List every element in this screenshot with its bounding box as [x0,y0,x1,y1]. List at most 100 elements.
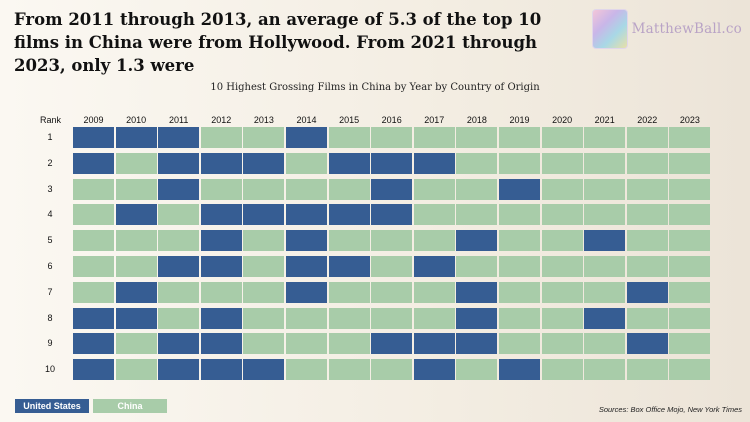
cell-2012-rank-9 [200,333,242,355]
cell-2022-rank-2 [626,152,668,174]
cell-2022-rank-1 [626,127,668,148]
cell-2013-rank-8 [243,307,285,329]
cell-2018-rank-8 [456,307,498,329]
cell-2023-rank-1 [669,127,711,148]
cell-2023-rank-3 [669,178,711,200]
cell-2010-rank-3 [115,178,157,200]
cell-2015-rank-8 [328,307,370,329]
cell-2017-rank-4 [413,204,455,226]
year-label-2009: 2009 [83,115,104,125]
rank-label-5: 5 [47,235,53,246]
cell-2022-rank-9 [626,333,668,355]
cell-2011-rank-1 [158,127,200,148]
cell-2022-rank-6 [626,256,668,277]
cell-2018-rank-9 [456,333,498,355]
cell-2020-rank-2 [541,152,583,174]
rank-label-3: 3 [47,183,53,194]
cell-2013-rank-1 [243,127,285,148]
rank-label-2: 2 [47,157,53,168]
cell-2015-rank-10 [328,359,370,381]
cell-2021-rank-9 [584,333,626,355]
cell-2018-rank-1 [456,127,498,148]
legend-united-states: United States [15,399,89,413]
cell-2015-rank-5 [328,230,370,252]
rank-header: Rank [40,115,62,125]
logo-mark-icon [592,9,628,49]
cell-2014-rank-7 [286,281,327,303]
cell-2011-rank-2 [158,152,200,174]
rank-label-9: 9 [47,338,53,349]
year-label-2018: 2018 [466,115,487,125]
cell-2015-rank-3 [328,178,370,200]
cell-2017-rank-2 [413,152,455,174]
rank-label-1: 1 [47,132,53,142]
year-label-2012: 2012 [211,115,232,125]
cell-2021-rank-3 [584,178,626,200]
year-label-2019: 2019 [509,115,530,125]
cell-2015-rank-1 [328,127,370,148]
cell-2021-rank-10 [584,359,626,381]
cell-2016-rank-3 [371,178,413,200]
cell-2022-rank-3 [626,178,668,200]
cell-2014-rank-2 [286,152,327,174]
cell-2017-rank-3 [413,178,455,200]
cell-2023-rank-2 [669,152,711,174]
cell-2013-rank-9 [243,333,285,355]
cell-2011-rank-3 [158,178,200,200]
site-logo[interactable]: MatthewBall.co [592,9,742,49]
year-label-2021: 2021 [594,115,615,125]
cell-2012-rank-8 [200,307,242,329]
rank-label-6: 6 [47,261,53,271]
cell-2013-rank-10 [243,359,285,381]
cell-2016-rank-4 [371,204,413,226]
cell-2009-rank-4 [73,204,114,226]
cell-2010-rank-9 [115,333,157,355]
cell-2011-rank-10 [158,359,200,381]
cell-2011-rank-5 [158,230,200,252]
cell-2011-rank-7 [158,281,200,303]
cell-2022-rank-10 [626,359,668,381]
cell-2010-rank-1 [115,127,157,148]
cell-2021-rank-7 [584,281,626,303]
cell-2018-rank-2 [456,152,498,174]
cell-2014-rank-9 [286,333,327,355]
cell-2016-rank-7 [371,281,413,303]
year-label-2020: 2020 [552,115,573,125]
cell-2022-rank-7 [626,281,668,303]
cell-2010-rank-6 [115,256,157,277]
cell-2014-rank-3 [286,178,327,200]
year-label-2013: 2013 [253,115,274,125]
cell-2009-rank-6 [73,256,114,277]
cell-2017-rank-7 [413,281,455,303]
cell-2020-rank-7 [541,281,583,303]
cell-2020-rank-9 [541,333,583,355]
rank-label-10: 10 [44,364,55,375]
cell-2020-rank-6 [541,256,583,277]
cell-2020-rank-10 [541,359,583,381]
cell-2019-rank-5 [499,230,540,252]
cell-2020-rank-3 [541,178,583,200]
cell-2022-rank-8 [626,307,668,329]
cell-2009-rank-3 [73,178,114,200]
cell-2020-rank-1 [541,127,583,148]
cell-2021-rank-8 [584,307,626,329]
cell-2012-rank-2 [200,152,242,174]
legend-china: China [93,399,167,413]
cell-2010-rank-8 [115,307,157,329]
cell-2018-rank-5 [456,230,498,252]
cell-2018-rank-7 [456,281,498,303]
rank-label-8: 8 [47,312,53,323]
year-label-2010: 2010 [126,115,147,125]
cell-2016-rank-1 [371,127,413,148]
cell-2019-rank-1 [499,127,540,148]
year-label-2015: 2015 [339,115,360,125]
cell-2019-rank-6 [499,256,540,277]
cell-2013-rank-3 [243,178,285,200]
cell-2010-rank-2 [115,152,157,174]
cell-2023-rank-5 [669,230,711,252]
year-label-2017: 2017 [424,115,445,125]
cell-2016-rank-10 [371,359,413,381]
cell-2017-rank-10 [413,359,455,381]
cell-2022-rank-4 [626,204,668,226]
